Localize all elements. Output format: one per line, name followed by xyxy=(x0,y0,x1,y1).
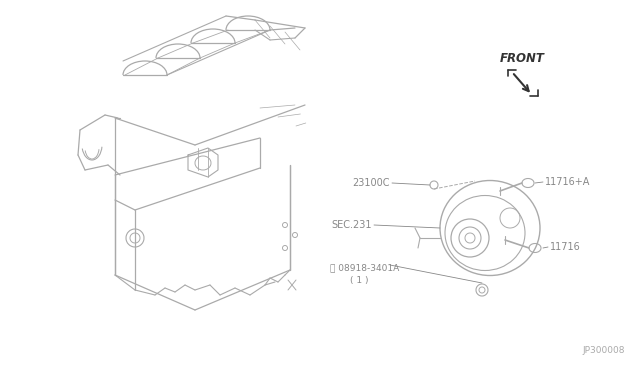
Text: Ⓝ 08918-3401A: Ⓝ 08918-3401A xyxy=(330,263,399,273)
Text: 23100C: 23100C xyxy=(353,178,390,188)
Text: JP300008: JP300008 xyxy=(582,346,625,355)
Text: SEC.231: SEC.231 xyxy=(332,220,372,230)
Text: ( 1 ): ( 1 ) xyxy=(350,276,369,285)
Text: 11716+A: 11716+A xyxy=(545,177,590,187)
Text: 11716: 11716 xyxy=(550,242,580,252)
Text: FRONT: FRONT xyxy=(500,52,545,65)
